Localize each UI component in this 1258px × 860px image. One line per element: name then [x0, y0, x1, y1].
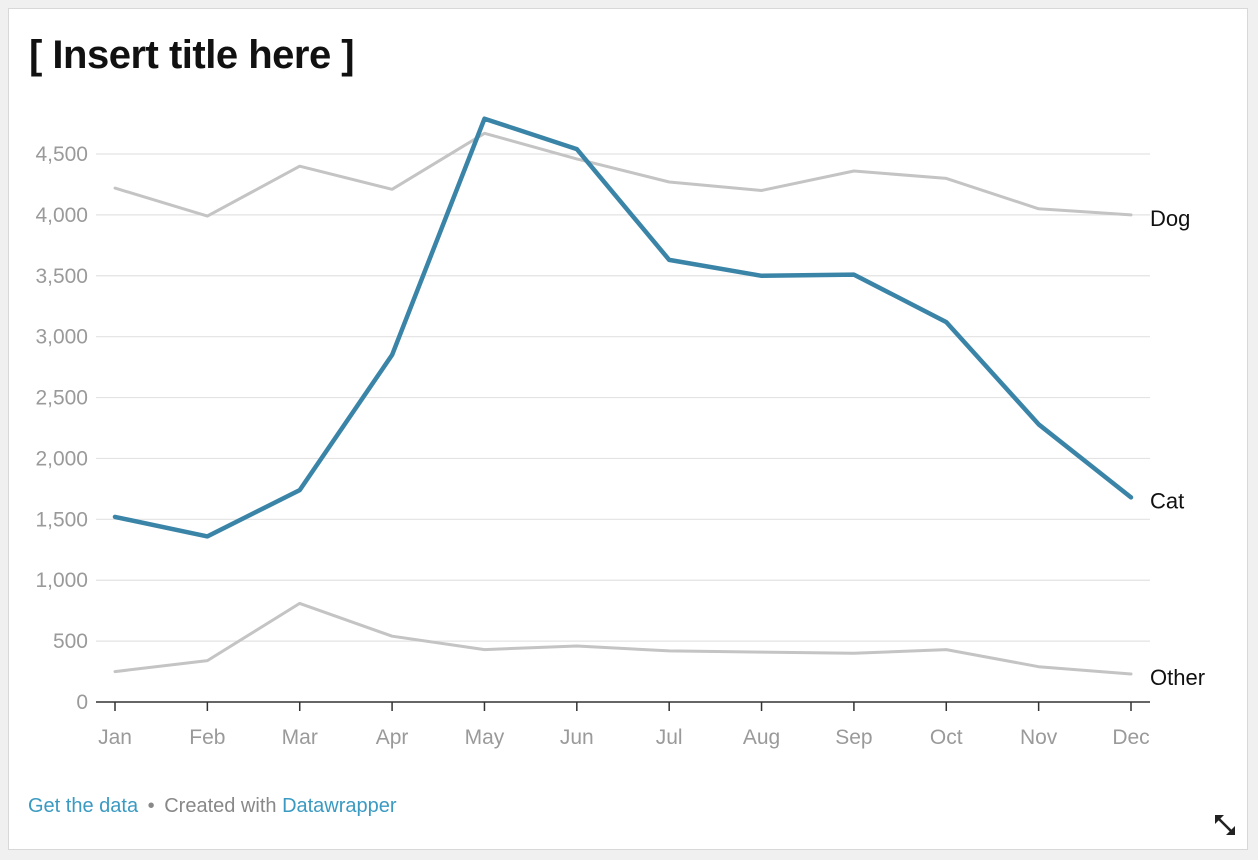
x-tick-label: Jun	[560, 726, 594, 749]
y-tick-label: 500	[53, 630, 88, 653]
chart-title: [ Insert title here ]	[29, 33, 355, 77]
y-tick-label: 1,500	[35, 508, 88, 531]
x-tick-label: Jul	[656, 726, 683, 749]
x-tick-label: Apr	[376, 726, 409, 749]
y-tick-label: 4,000	[35, 204, 88, 227]
x-tick-label: Jan	[98, 726, 132, 749]
y-tick-label: 2,000	[35, 447, 88, 470]
series-line-other	[113, 601, 1133, 676]
series-label-cat: Cat	[1150, 488, 1184, 513]
created-with-text: Created with	[164, 795, 277, 817]
y-tick-label: 2,500	[35, 387, 88, 410]
y-axis-tick-labels: 0 500 1,000 1,500 2,000 2,500 3,000 3,500 4,000 4…	[35, 143, 88, 714]
series-lines	[112, 116, 1134, 676]
x-tick-label: May	[465, 726, 505, 749]
series-label-dog: Dog	[1150, 206, 1190, 231]
x-tick-label: Nov	[1020, 726, 1058, 749]
x-tick-label: Dec	[1112, 726, 1149, 749]
y-tick-label: 1,000	[35, 569, 88, 592]
y-tick-label: 3,500	[35, 265, 88, 288]
x-tick-label: Sep	[835, 726, 872, 749]
x-axis: Jan Feb Mar Apr May Jun Jul Aug Sep Oct Nov Dec	[96, 701, 1150, 749]
chart-footer: Get the data • Created with Datawrapper	[28, 794, 397, 818]
datawrapper-link[interactable]: Datawrapper	[282, 795, 397, 817]
x-tick-label: Mar	[282, 726, 318, 749]
footer-separator: •	[147, 795, 155, 817]
resize-diagonal-icon[interactable]	[1212, 812, 1238, 838]
series-label-other: Other	[1150, 665, 1205, 690]
y-tick-label: 4,500	[35, 143, 88, 166]
series-labels: Dog Other Cat	[1150, 206, 1205, 690]
y-tick-label: 0	[76, 691, 88, 714]
x-tick-label: Oct	[930, 726, 963, 749]
get-data-link[interactable]: Get the data	[28, 795, 139, 817]
grid-lines	[96, 153, 1150, 642]
x-tick-label: Aug	[743, 726, 780, 749]
x-tick-label: Feb	[189, 726, 225, 749]
series-line-cat	[112, 116, 1134, 539]
y-tick-label: 3,000	[35, 326, 88, 349]
series-line-dog	[113, 131, 1133, 218]
